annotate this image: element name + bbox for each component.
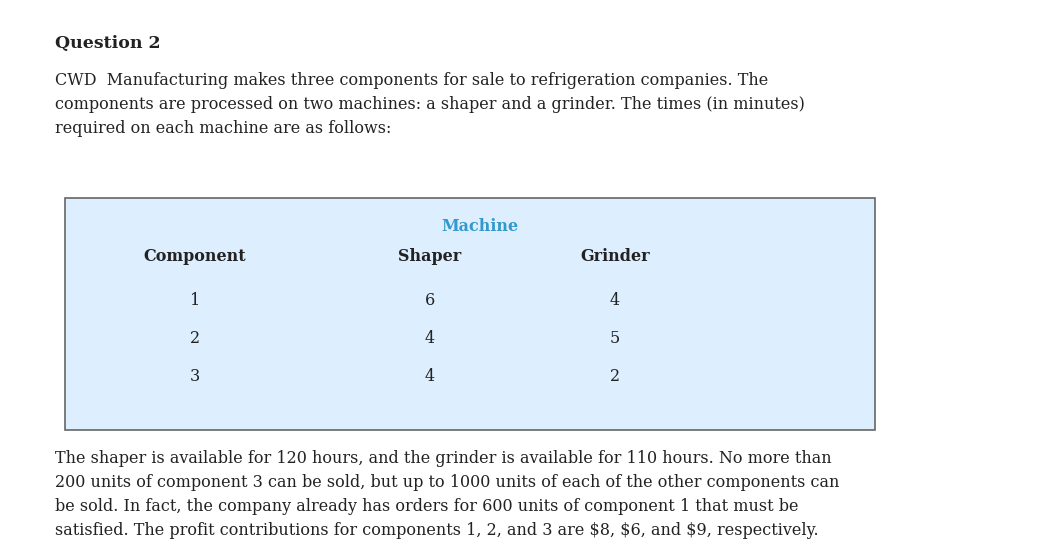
Text: Machine: Machine: [441, 218, 518, 235]
Text: 2: 2: [190, 330, 200, 347]
Text: 6: 6: [425, 292, 435, 309]
Text: 4: 4: [425, 368, 435, 385]
Text: 3: 3: [190, 368, 201, 385]
Text: 4: 4: [610, 292, 620, 309]
Text: Grinder: Grinder: [580, 248, 650, 265]
Text: 5: 5: [610, 330, 620, 347]
Text: CWD  Manufacturing makes three components for sale to refrigeration companies. T: CWD Manufacturing makes three components…: [55, 72, 805, 137]
Text: Question 2: Question 2: [55, 35, 161, 52]
Text: 1: 1: [190, 292, 201, 309]
Text: The shaper is available for 120 hours, and the grinder is available for 110 hour: The shaper is available for 120 hours, a…: [55, 450, 839, 539]
Text: Component: Component: [144, 248, 247, 265]
FancyBboxPatch shape: [65, 198, 875, 430]
Text: 2: 2: [610, 368, 620, 385]
Text: 4: 4: [425, 330, 435, 347]
Text: Shaper: Shaper: [398, 248, 462, 265]
